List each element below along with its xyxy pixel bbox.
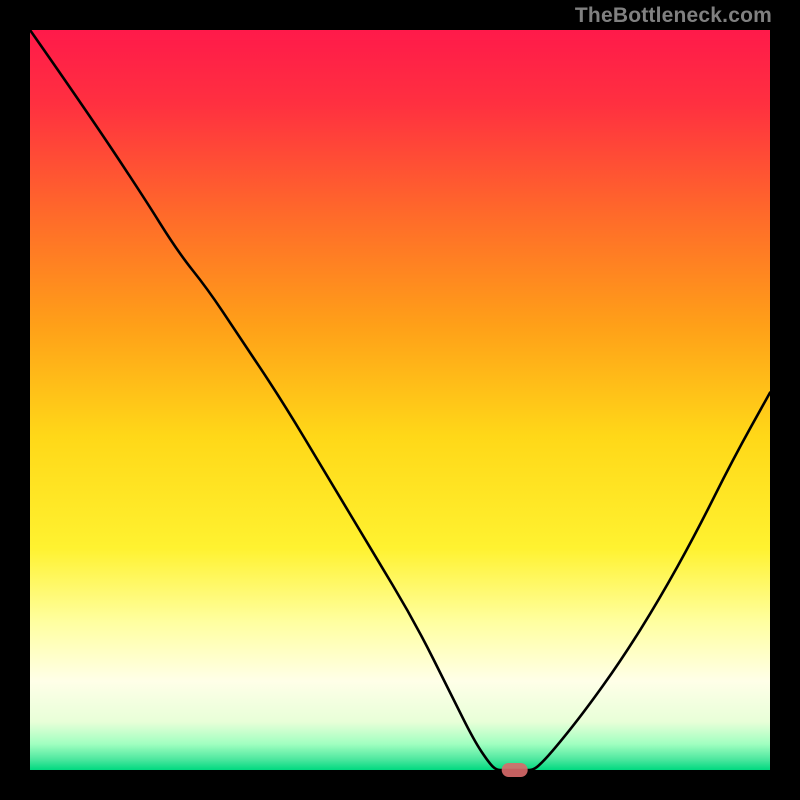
optimum-marker: [502, 763, 528, 777]
bottleneck-chart: [0, 0, 800, 800]
watermark-text: TheBottleneck.com: [575, 4, 772, 28]
plot-background: [30, 30, 770, 770]
chart-container: { "canvas": { "width": 800, "height": 80…: [0, 0, 800, 800]
